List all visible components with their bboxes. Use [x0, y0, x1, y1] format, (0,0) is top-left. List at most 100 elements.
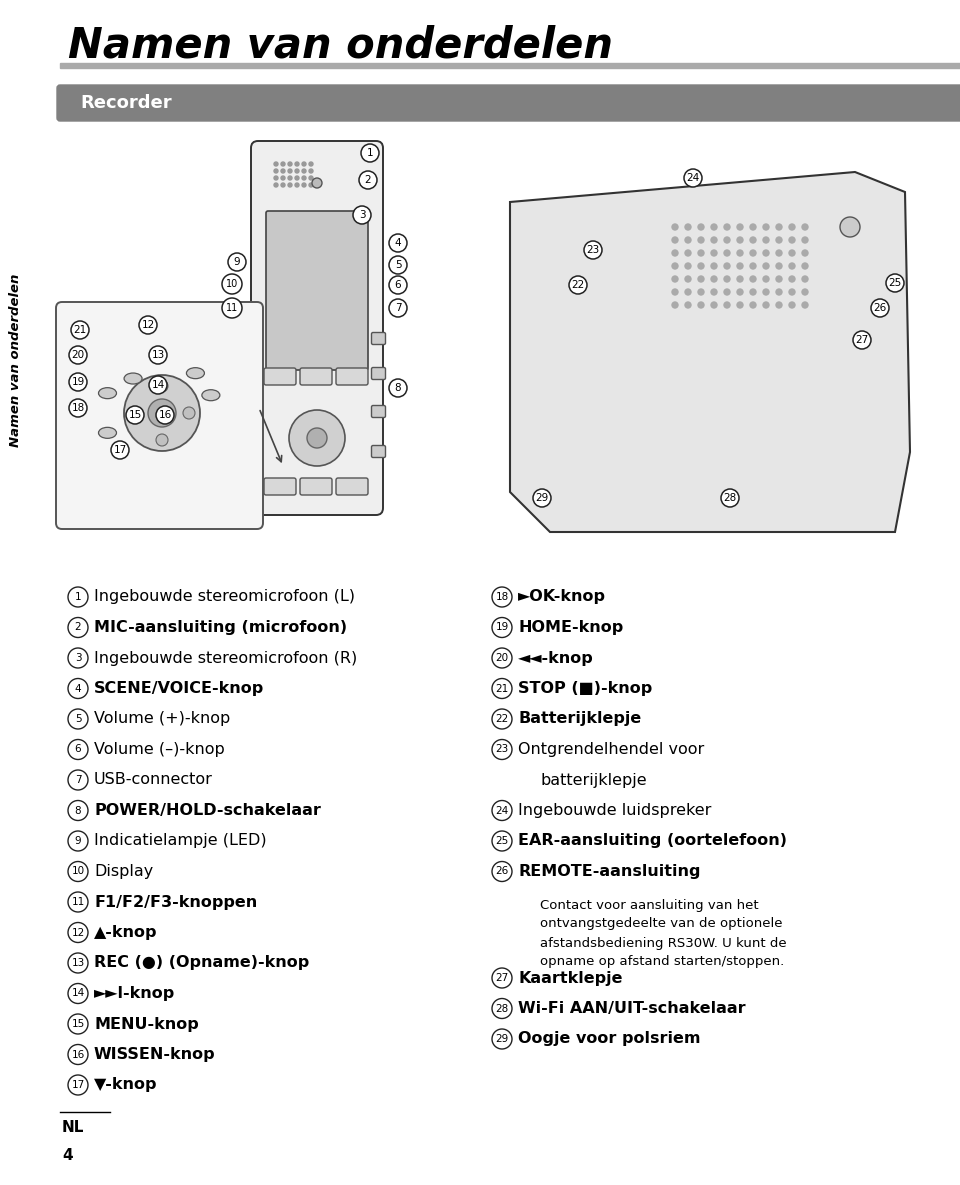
Circle shape: [492, 999, 512, 1018]
Circle shape: [492, 739, 512, 760]
Circle shape: [295, 162, 299, 166]
Circle shape: [685, 289, 691, 295]
Circle shape: [711, 237, 717, 243]
Text: Contact voor aansluiting van het: Contact voor aansluiting van het: [540, 898, 758, 911]
Text: WISSEN-knop: WISSEN-knop: [94, 1048, 216, 1062]
Circle shape: [124, 374, 200, 451]
Circle shape: [763, 250, 769, 256]
Circle shape: [698, 302, 704, 308]
Text: HOME-knop: HOME-knop: [518, 620, 623, 635]
Circle shape: [776, 302, 782, 308]
Circle shape: [307, 428, 327, 448]
Circle shape: [711, 224, 717, 230]
Text: Namen van onderdelen: Namen van onderdelen: [10, 274, 22, 447]
Circle shape: [68, 922, 88, 942]
Text: 26: 26: [874, 303, 887, 313]
Text: 19: 19: [71, 377, 84, 387]
Circle shape: [139, 316, 157, 334]
Circle shape: [288, 162, 292, 166]
Text: ▲-knop: ▲-knop: [94, 925, 157, 940]
Circle shape: [698, 263, 704, 269]
Text: 14: 14: [71, 988, 84, 999]
Text: F1/F2/F3-knoppen: F1/F2/F3-knoppen: [94, 895, 257, 910]
Text: 24: 24: [686, 173, 700, 182]
Circle shape: [776, 276, 782, 282]
FancyBboxPatch shape: [372, 333, 386, 345]
Text: REMOTE-aansluiting: REMOTE-aansluiting: [518, 864, 701, 879]
Circle shape: [295, 177, 299, 180]
Circle shape: [68, 831, 88, 851]
Circle shape: [156, 434, 168, 446]
Circle shape: [724, 250, 730, 256]
Text: 29: 29: [495, 1035, 509, 1044]
Circle shape: [763, 224, 769, 230]
Circle shape: [750, 263, 756, 269]
Text: STOP (■)-knop: STOP (■)-knop: [518, 681, 652, 696]
Circle shape: [698, 276, 704, 282]
Text: EAR-aansluiting (oortelefoon): EAR-aansluiting (oortelefoon): [518, 833, 787, 848]
Text: 28: 28: [724, 493, 736, 502]
Circle shape: [222, 274, 242, 294]
Circle shape: [840, 217, 860, 237]
Text: 20: 20: [71, 350, 84, 360]
FancyBboxPatch shape: [56, 302, 263, 529]
Circle shape: [724, 302, 730, 308]
Text: 12: 12: [71, 928, 84, 937]
Ellipse shape: [202, 390, 220, 401]
Text: Volume (–)-knop: Volume (–)-knop: [94, 742, 225, 757]
Text: 23: 23: [587, 245, 600, 255]
Circle shape: [750, 302, 756, 308]
Circle shape: [698, 224, 704, 230]
Text: NL: NL: [62, 1121, 84, 1135]
Circle shape: [68, 709, 88, 729]
Text: 13: 13: [71, 957, 84, 968]
Text: 25: 25: [495, 835, 509, 846]
Text: batterijklepje: batterijklepje: [540, 773, 647, 788]
FancyBboxPatch shape: [372, 405, 386, 417]
Circle shape: [533, 489, 551, 507]
Text: 17: 17: [113, 446, 127, 455]
Text: 21: 21: [495, 684, 509, 693]
Circle shape: [698, 250, 704, 256]
Text: Recorder: Recorder: [80, 94, 172, 113]
Circle shape: [274, 162, 278, 166]
Text: 25: 25: [888, 278, 901, 288]
Circle shape: [684, 169, 702, 187]
Circle shape: [68, 739, 88, 760]
FancyBboxPatch shape: [57, 85, 960, 121]
Text: 24: 24: [495, 806, 509, 815]
Circle shape: [802, 250, 808, 256]
Text: 28: 28: [495, 1004, 509, 1013]
Circle shape: [111, 441, 129, 459]
Circle shape: [228, 254, 246, 271]
Text: ►►l-knop: ►►l-knop: [94, 986, 176, 1001]
Circle shape: [763, 237, 769, 243]
Circle shape: [886, 274, 904, 292]
Circle shape: [737, 237, 743, 243]
Circle shape: [492, 968, 512, 988]
Circle shape: [776, 237, 782, 243]
Text: 4: 4: [62, 1147, 73, 1162]
Circle shape: [312, 178, 322, 188]
Text: 20: 20: [495, 653, 509, 662]
Circle shape: [295, 169, 299, 173]
Circle shape: [492, 648, 512, 668]
Text: Oogje voor polsriem: Oogje voor polsriem: [518, 1031, 701, 1046]
Text: 18: 18: [495, 592, 509, 602]
Circle shape: [750, 250, 756, 256]
Circle shape: [126, 406, 144, 424]
Circle shape: [68, 984, 88, 1004]
Circle shape: [389, 276, 407, 294]
Text: POWER/HOLD-schakelaar: POWER/HOLD-schakelaar: [94, 803, 321, 818]
FancyBboxPatch shape: [300, 478, 332, 495]
Circle shape: [492, 587, 512, 607]
Text: 27: 27: [855, 335, 869, 345]
Circle shape: [711, 289, 717, 295]
Text: 16: 16: [158, 410, 172, 419]
Circle shape: [129, 406, 141, 419]
Circle shape: [68, 861, 88, 882]
Circle shape: [295, 182, 299, 187]
Circle shape: [698, 289, 704, 295]
Circle shape: [750, 224, 756, 230]
Text: Volume (+)-knop: Volume (+)-knop: [94, 711, 230, 726]
